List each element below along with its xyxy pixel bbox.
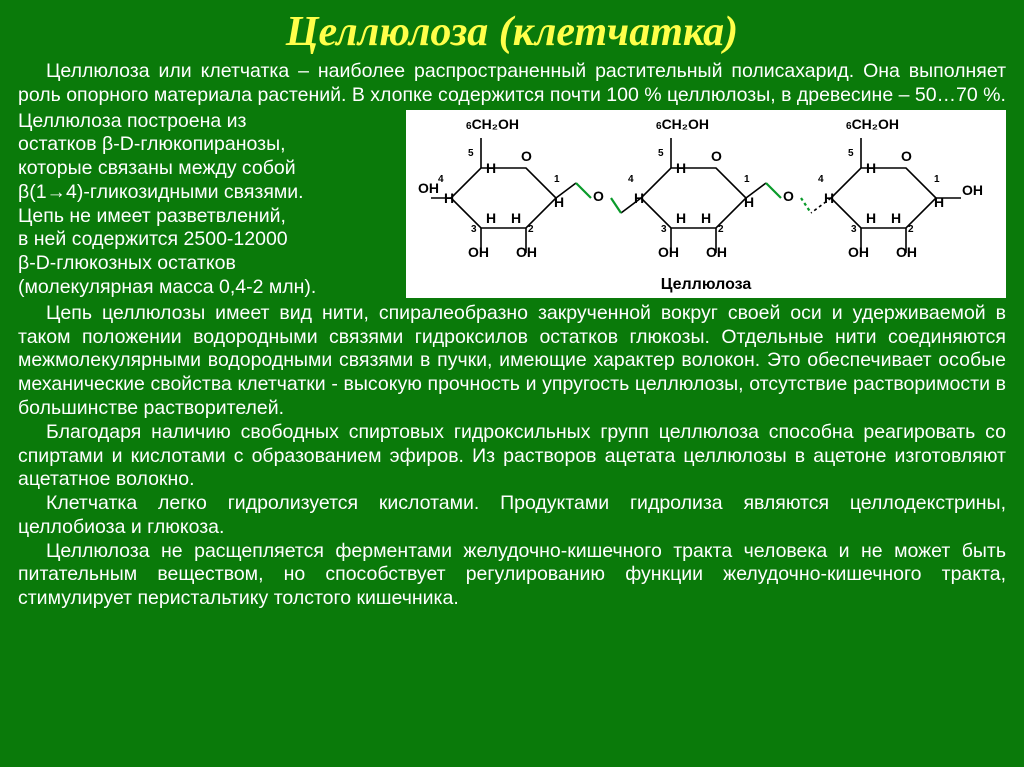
cellulose-structure-diagram: 6CH₂OH O 5 H 4 H OH 3 H OH 2 H OH 1 H O … xyxy=(406,110,1006,298)
intro-paragraph: Целлюлоза или клетчатка – наиболее распр… xyxy=(18,60,1006,108)
glycosidic-o: O xyxy=(783,188,794,204)
glucose-ring-1: 6CH₂OH O 5 H 4 H OH 3 H OH 2 H OH 1 H xyxy=(426,122,596,262)
slide: Целлюлоза (клетчатка) Целлюлоза или клет… xyxy=(0,0,1024,767)
diagram-caption: Целлюлоза xyxy=(406,276,1006,294)
structure-row: Целлюлоза построена из остатков β-D-глюк… xyxy=(18,110,1006,300)
paragraph: Благодаря наличию свободных спиртовых ги… xyxy=(18,421,1006,492)
glycosidic-o: O xyxy=(593,188,604,204)
page-title: Целлюлоза (клетчатка) xyxy=(18,8,1006,56)
glucose-ring-3: 6CH₂OH O 5 H 4 H 3 H OH 2 H OH 1 H OH xyxy=(806,122,976,262)
paragraph: Клетчатка легко гидролизуется кислотами.… xyxy=(18,492,1006,540)
paragraph: Цепь целлюлозы имеет вид нити, спиралеоб… xyxy=(18,302,1006,421)
glucose-ring-2: 6CH₂OH O 5 H 4 H 3 H OH 2 H OH 1 H xyxy=(616,122,786,262)
paragraph: Целлюлоза не расщепляется ферментами жел… xyxy=(18,540,1006,611)
body-paragraphs: Цепь целлюлозы имеет вид нити, спиралеоб… xyxy=(18,302,1006,611)
